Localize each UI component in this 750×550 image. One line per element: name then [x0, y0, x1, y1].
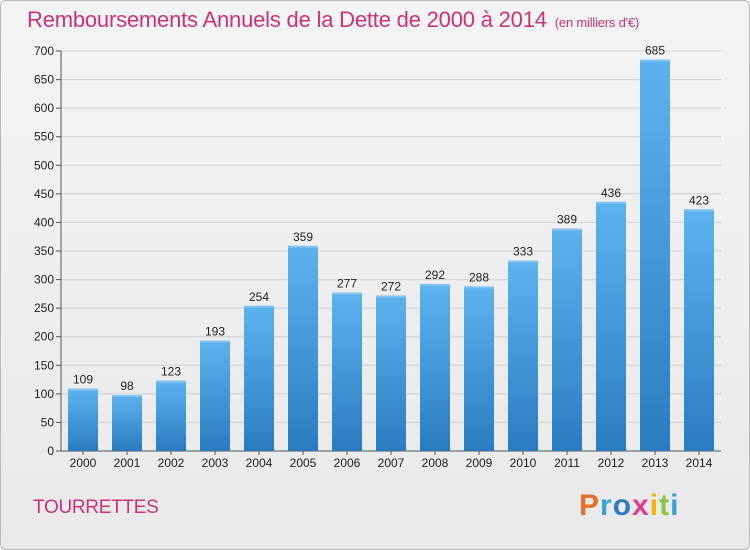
bar-2001[interactable] — [112, 395, 142, 451]
bar-cap-2002 — [156, 380, 186, 383]
value-label-2000: 109 — [73, 373, 93, 387]
value-label-2014: 423 — [689, 193, 709, 207]
bar-2011[interactable] — [552, 228, 582, 451]
logo-letter: t — [659, 489, 671, 522]
y-tick-label: 100 — [34, 387, 54, 401]
bar-2009[interactable] — [464, 286, 494, 451]
bar-2003[interactable] — [200, 340, 230, 451]
bar-2005[interactable] — [288, 245, 318, 451]
x-tick-label: 2004 — [246, 456, 273, 470]
bar-2012[interactable] — [596, 201, 626, 451]
value-label-2006: 277 — [337, 277, 357, 291]
value-label-2001: 98 — [120, 379, 134, 393]
bar-2000[interactable] — [68, 388, 98, 451]
bar-2004[interactable] — [244, 305, 274, 451]
x-tick-label: 2001 — [114, 456, 141, 470]
y-tick-label: 300 — [34, 273, 54, 287]
y-tick-label: 600 — [34, 101, 54, 115]
x-tick-label: 2009 — [466, 456, 493, 470]
x-tick-label: 2002 — [158, 456, 185, 470]
bar-2007[interactable] — [376, 295, 406, 451]
bar-cap-2011 — [552, 228, 582, 231]
value-label-2013: 685 — [645, 44, 665, 58]
logo-letter: P — [579, 489, 601, 522]
y-tick-label: 550 — [34, 130, 54, 144]
x-tick-label: 2003 — [202, 456, 229, 470]
bar-cap-2014 — [684, 209, 714, 212]
bar-cap-2003 — [200, 340, 230, 343]
y-tick-label: 250 — [34, 301, 54, 315]
bar-2014[interactable] — [684, 209, 714, 451]
x-tick-label: 2013 — [642, 456, 669, 470]
value-label-2005: 359 — [293, 230, 313, 244]
x-tick-label: 2006 — [334, 456, 361, 470]
value-label-2009: 288 — [469, 270, 489, 284]
bar-cap-2001 — [112, 395, 142, 397]
value-label-2007: 272 — [381, 280, 401, 294]
bar-2006[interactable] — [332, 292, 362, 451]
logo-letter: i — [649, 489, 660, 522]
x-tick-label: 2011 — [554, 456, 580, 470]
chart-title-text: Remboursements Annuels de la Dette de 20… — [27, 7, 547, 32]
x-tick-label: 2000 — [70, 456, 97, 470]
bar-cap-2006 — [332, 292, 362, 295]
y-tick-label: 700 — [34, 44, 54, 58]
bar-cap-2010 — [508, 260, 538, 263]
logo-letter: o — [612, 489, 633, 522]
bar-cap-2008 — [420, 284, 450, 287]
y-tick-label: 150 — [34, 358, 54, 372]
bar-2013[interactable] — [640, 59, 670, 451]
bar-2010[interactable] — [508, 260, 538, 451]
value-label-2002: 123 — [161, 365, 181, 379]
value-label-2003: 193 — [205, 325, 225, 339]
value-label-2012: 436 — [601, 186, 621, 200]
x-tick-label: 2008 — [422, 456, 449, 470]
bar-2002[interactable] — [156, 380, 186, 451]
y-tick-label: 0 — [47, 444, 54, 458]
chart-subtitle: (en milliers d'€) — [554, 15, 640, 30]
bar-cap-2012 — [596, 201, 626, 204]
x-tick-label: 2005 — [290, 456, 317, 470]
bar-cap-2004 — [244, 305, 274, 308]
value-label-2008: 292 — [425, 268, 445, 282]
bars — [68, 59, 714, 451]
value-label-2004: 254 — [249, 290, 269, 304]
town-name: TOURRETTES — [33, 497, 159, 518]
proxiti-logo[interactable]: Proxiti — [579, 489, 679, 523]
value-labels: 109 98 123 193 254 359 277 272 292 288 333 389 436 68… — [73, 44, 709, 393]
x-tick-label: 2012 — [598, 456, 625, 470]
x-tick-label: 2014 — [686, 456, 713, 470]
x-tick-label: 2010 — [510, 456, 537, 470]
chart-title: Remboursements Annuels de la Dette de 20… — [27, 7, 639, 33]
value-label-2011: 389 — [557, 213, 577, 227]
bar-cap-2005 — [288, 245, 318, 248]
bar-cap-2013 — [640, 59, 670, 62]
bar-2008[interactable] — [420, 284, 450, 451]
x-tick-label: 2007 — [378, 456, 405, 470]
y-tick-label: 200 — [34, 330, 54, 344]
y-tick-label: 650 — [34, 73, 54, 87]
value-label-2010: 333 — [513, 245, 533, 259]
y-tick-label: 350 — [34, 244, 54, 258]
logo-letter: i — [670, 489, 680, 522]
bar-cap-2000 — [68, 388, 98, 391]
y-tick-label: 500 — [34, 158, 54, 172]
logo-letter: r — [600, 489, 613, 522]
logo-letter: x — [632, 489, 650, 522]
y-tick-label: 400 — [34, 215, 54, 229]
bar-cap-2009 — [464, 286, 494, 289]
bar-cap-2007 — [376, 295, 406, 298]
y-tick-label: 450 — [34, 187, 54, 201]
y-tick-label: 50 — [41, 415, 55, 429]
